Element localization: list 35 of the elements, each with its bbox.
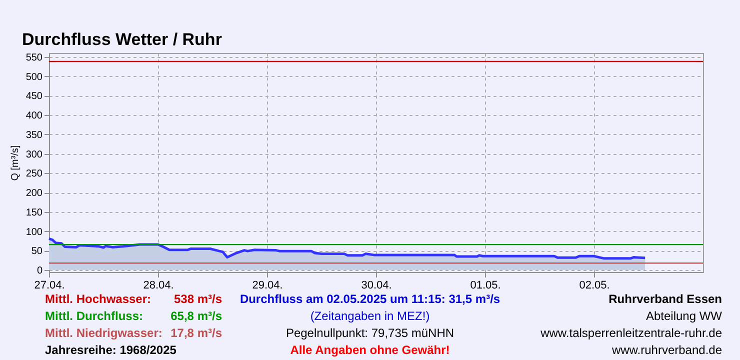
y-axis-title: Q [m³/s] <box>10 145 21 181</box>
text: 65,8 m³/s <box>170 309 222 323</box>
y-tick-label: 300 <box>26 149 43 160</box>
y-tick-label: 0 <box>36 266 43 277</box>
chart-title: Durchfluss Wetter / Ruhr <box>22 30 222 49</box>
y-tick-label: 500 <box>26 72 43 83</box>
y-tick-label: 200 <box>26 188 43 200</box>
text: Ruhrverband Essen <box>608 292 722 306</box>
y-tick-label: 100 <box>26 226 43 238</box>
x-tick-label: 27.04. <box>34 280 65 292</box>
x-tick-label: 29.04. <box>252 280 283 292</box>
text: Abteilung WW <box>646 309 723 323</box>
text: www.ruhrverband.de <box>610 343 722 357</box>
text: Pegelnullpunkt: 79,735 müNHN <box>286 326 454 340</box>
text: Durchfluss am 02.05.2025 um 11:15: 31,5 m³/s <box>240 292 500 306</box>
text: Jahresreihe: 1968/2025 <box>45 343 177 357</box>
y-tick-label: 550 <box>26 52 43 64</box>
text: www.talsperrenleitzentrale-ruhr.de <box>540 326 722 340</box>
text: 17,8 m³/s <box>170 326 222 340</box>
y-tick-label: 250 <box>26 168 43 180</box>
x-tick-label: 02.05. <box>579 280 610 292</box>
y-tick-label: 50 <box>31 246 43 258</box>
text: 538 m³/s <box>174 292 222 306</box>
y-tick-label: 150 <box>26 207 43 218</box>
ref-line-label: Mittl. Durchfluss: <box>45 309 143 323</box>
ref-line-label: Mittl. Niedrigwasser: <box>45 326 162 340</box>
y-tick-label: 400 <box>26 110 43 122</box>
y-tick-label: 350 <box>26 130 43 141</box>
x-tick-label: 01.05. <box>470 280 501 292</box>
x-tick-label: 28.04. <box>143 280 174 292</box>
text: Alle Angaben ohne Gewähr! <box>290 343 450 357</box>
x-tick-label: 30.04. <box>361 280 392 292</box>
text: (Zeitangaben in MEZ!) <box>310 309 430 323</box>
y-tick-label: 450 <box>26 91 43 102</box>
ref-line-label: Mittl. Hochwasser: <box>45 292 152 306</box>
